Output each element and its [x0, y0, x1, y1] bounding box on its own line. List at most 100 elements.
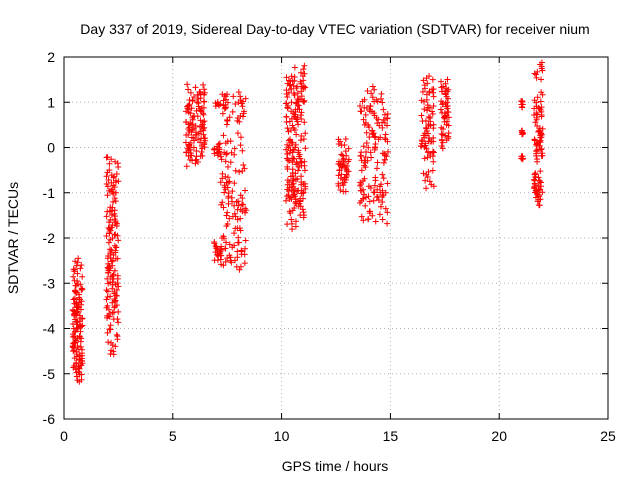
y-tick-label: -3 — [43, 275, 56, 291]
data-point — [374, 186, 381, 193]
data-point — [426, 73, 433, 80]
data-point — [421, 144, 428, 151]
data-point — [108, 187, 115, 194]
data-point — [188, 129, 195, 136]
data-point — [369, 108, 376, 115]
data-point — [423, 128, 430, 135]
data-point — [197, 128, 204, 135]
data-point — [296, 200, 303, 207]
data-point — [107, 236, 114, 243]
data-point — [283, 113, 290, 120]
data-point — [538, 146, 545, 153]
data-point — [239, 208, 246, 215]
data-point — [110, 182, 117, 189]
data-point — [430, 121, 437, 128]
data-point — [295, 96, 302, 103]
data-point — [114, 232, 121, 239]
data-point — [298, 162, 305, 169]
data-point — [221, 189, 228, 196]
data-point — [223, 239, 230, 246]
data-point — [367, 103, 374, 110]
data-point — [425, 138, 432, 145]
data-point — [195, 136, 202, 143]
data-point — [219, 175, 226, 182]
data-point — [219, 199, 226, 206]
data-point — [284, 125, 291, 132]
data-point — [345, 145, 352, 152]
data-point — [189, 98, 196, 105]
data-point — [538, 183, 545, 190]
data-point — [439, 145, 446, 152]
data-point — [217, 153, 224, 160]
data-point — [302, 145, 309, 152]
data-point — [242, 237, 249, 244]
data-point — [439, 139, 446, 146]
data-point — [105, 269, 112, 276]
data-point — [113, 331, 120, 338]
data-point — [103, 232, 110, 239]
data-point — [443, 112, 450, 119]
data-point — [344, 163, 351, 170]
data-point — [227, 159, 234, 166]
data-point — [228, 149, 235, 156]
data-point — [430, 93, 437, 100]
data-point — [438, 88, 445, 95]
data-point — [218, 246, 225, 253]
data-point — [384, 180, 391, 187]
data-point — [103, 154, 110, 161]
data-point — [109, 273, 116, 280]
data-point — [74, 259, 81, 266]
data-point — [443, 103, 450, 110]
data-point — [185, 106, 192, 113]
data-point — [105, 176, 112, 183]
data-point — [298, 93, 305, 100]
data-point — [369, 127, 376, 134]
data-point — [201, 118, 208, 125]
data-point — [201, 86, 208, 93]
data-point — [200, 81, 207, 88]
data-point — [291, 127, 298, 134]
data-point — [103, 173, 110, 180]
data-point — [242, 187, 249, 194]
data-point — [364, 88, 371, 95]
data-point — [534, 111, 541, 118]
data-point — [71, 355, 78, 362]
data-point — [224, 163, 231, 170]
data-point — [111, 288, 118, 295]
data-point — [288, 195, 295, 202]
data-point — [111, 231, 118, 238]
data-point — [384, 138, 391, 145]
data-point — [532, 187, 539, 194]
data-point — [297, 197, 304, 204]
data-point — [371, 86, 378, 93]
data-point — [212, 242, 219, 249]
data-point — [445, 86, 452, 93]
data-point — [373, 165, 380, 172]
data-point — [536, 146, 543, 153]
data-point — [104, 192, 111, 199]
data-point — [536, 138, 543, 145]
data-point — [296, 153, 303, 160]
data-point — [193, 153, 200, 160]
data-point — [379, 198, 386, 205]
data-point — [380, 175, 387, 182]
data-point — [533, 74, 540, 81]
data-point — [380, 159, 387, 166]
data-point — [363, 129, 370, 136]
data-point — [444, 99, 451, 106]
data-point — [231, 210, 238, 217]
data-point — [105, 239, 112, 246]
data-point — [376, 122, 383, 129]
data-point — [539, 67, 546, 74]
data-point — [378, 181, 385, 188]
data-point — [379, 171, 386, 178]
data-point — [285, 188, 292, 195]
data-point — [243, 207, 250, 214]
data-point — [76, 365, 83, 372]
data-point — [360, 143, 367, 150]
data-point — [107, 227, 114, 234]
data-point — [362, 202, 369, 209]
data-point — [115, 308, 122, 315]
data-point — [107, 293, 114, 300]
data-point — [109, 285, 116, 292]
